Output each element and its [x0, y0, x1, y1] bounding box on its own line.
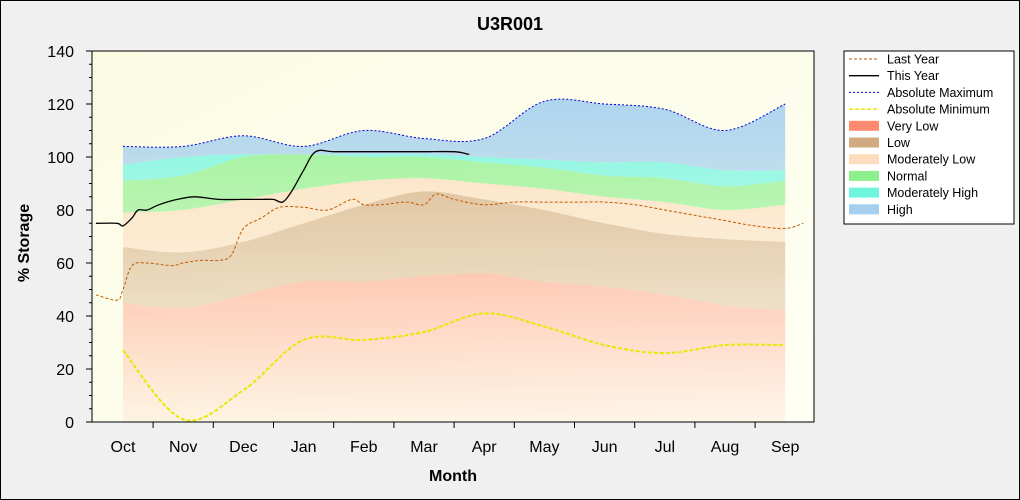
x-tick-label: Nov: [169, 439, 197, 456]
band-moderately-high: [123, 154, 786, 187]
x-tick-label: Aug: [711, 439, 739, 456]
legend-label: Normal: [887, 169, 927, 183]
legend-label: Absolute Maximum: [887, 86, 993, 100]
x-axis-title: Month: [429, 468, 477, 485]
legend-label: High: [887, 203, 913, 217]
y-tick-label: 60: [56, 256, 74, 273]
y-tick-label: 0: [65, 415, 74, 432]
x-tick-label: Oct: [111, 439, 136, 456]
y-tick-label: 20: [56, 362, 74, 379]
x-tick-label: Apr: [472, 439, 498, 456]
axes-layer: 0 20 40 60 80 100 120 140 Oct Nov Dec Jan Feb Mar Apr M…: [47, 44, 815, 456]
legend-swatch-moderately-high: [849, 187, 879, 198]
legend: Last Year This Year Absolute Maximum Absolu…: [843, 50, 1015, 225]
band-very-low: [123, 273, 786, 422]
y-tick-label: 80: [56, 203, 74, 220]
legend-label: Moderately High: [887, 186, 978, 200]
x-tick-label: Jun: [592, 439, 618, 456]
x-tick-label: Jan: [291, 439, 317, 456]
legend-label: Last Year: [887, 53, 939, 67]
y-tick-label: 120: [47, 97, 74, 114]
y-tick-label: 40: [56, 309, 74, 326]
y-tick-label: 100: [47, 150, 74, 167]
series-this-year: [95, 149, 470, 227]
x-tick-label: Sep: [771, 439, 800, 456]
x-tick-label: May: [529, 439, 559, 456]
legend-label: Low: [887, 136, 911, 150]
x-tick-label: Feb: [350, 439, 378, 456]
legend-label: Moderately Low: [887, 153, 976, 167]
x-tick-label: Mar: [410, 439, 438, 456]
band-normal: [123, 154, 786, 213]
legend-label: Absolute Minimum: [887, 103, 990, 117]
series-absolute-maximum: [122, 98, 786, 148]
series-last-year: [95, 193, 804, 301]
y-tick-label: 140: [47, 44, 74, 61]
y-axis-title: % Storage: [16, 204, 33, 282]
band-low: [123, 191, 786, 311]
x-tick-label: Dec: [229, 439, 257, 456]
legend-swatch-high: [849, 204, 879, 215]
legend-swatch-normal: [849, 170, 879, 181]
legend-label: This Year: [887, 69, 939, 83]
series-absolute-minimum: [122, 312, 786, 422]
chart-title: U3R001: [477, 14, 543, 34]
band-high: [123, 99, 786, 171]
band-layer: [123, 99, 786, 422]
x-tick-label: Jul: [655, 439, 675, 456]
legend-swatch-very-low: [849, 120, 879, 131]
legend-label: Very Low: [887, 119, 939, 133]
legend-swatch-moderately-low: [849, 154, 879, 165]
series-layer: [95, 98, 804, 422]
legend-swatch-low: [849, 137, 879, 148]
